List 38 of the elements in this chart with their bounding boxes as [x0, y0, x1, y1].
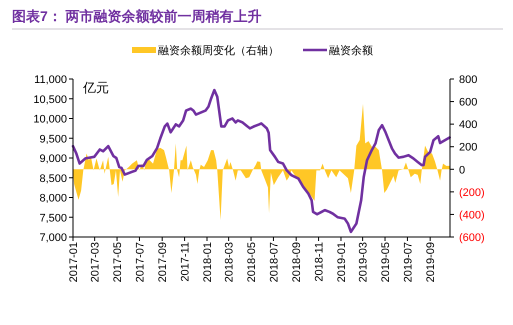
x-tick-label: 2018-09: [291, 242, 304, 282]
x-tick-label: 2018-07: [268, 242, 280, 282]
x-tick-label: 2019-05: [380, 242, 392, 282]
x-tick-label: 2019-09: [425, 242, 438, 282]
y-tick-label: 7,000: [39, 232, 67, 244]
x-tick-label: 2017-01: [68, 242, 80, 282]
y2-tick-label: 800: [459, 74, 478, 86]
y2-tick-label: 600: [459, 96, 478, 109]
legend-label: 融资余额周变化（右轴）: [158, 44, 279, 57]
x-tick-label: 2019-01: [336, 242, 348, 282]
x-tick-label: 2017-07: [134, 242, 146, 282]
x-tick-label: 2018-11: [314, 242, 326, 282]
y-tick-label: 11,000: [34, 74, 67, 86]
x-tick-label: 2017-03: [90, 242, 102, 282]
y-tick-label: 9,000: [39, 153, 67, 165]
y2-tick-label: (600): [459, 232, 485, 244]
x-tick-label: 2018-01: [202, 242, 214, 282]
y2-tick-label: 0: [459, 164, 466, 176]
x-tick-label: 2019-07: [402, 242, 414, 282]
x-tick-label: 2017-09: [157, 242, 170, 282]
y-tick-label: 8,000: [39, 192, 67, 204]
chart-title: 图表7： 两市融资余额较前一周稍有上升: [12, 8, 262, 24]
x-tick-label: 2017-11: [180, 242, 192, 282]
y-tick-label: 8,500: [39, 172, 67, 185]
y2-tick-label: (200): [459, 186, 485, 199]
x-tick-label: 2018-03: [224, 242, 236, 282]
y-axis-title: 亿元: [82, 80, 109, 95]
y2-tick-label: (400): [459, 209, 485, 222]
y2-tick-label: 400: [459, 119, 478, 132]
x-tick-label: 2018-05: [246, 242, 258, 282]
y-tick-label: 10,500: [33, 94, 67, 106]
legend-label: 融资余额: [329, 44, 373, 57]
y-tick-label: 9,500: [39, 133, 67, 146]
x-tick-label: 2019-03: [358, 242, 370, 282]
y-tick-label: 7,500: [39, 212, 67, 224]
x-tick-label: 2017-05: [112, 242, 124, 282]
y-tick-label: 10,000: [33, 114, 67, 126]
y2-tick-label: 200: [459, 142, 478, 154]
